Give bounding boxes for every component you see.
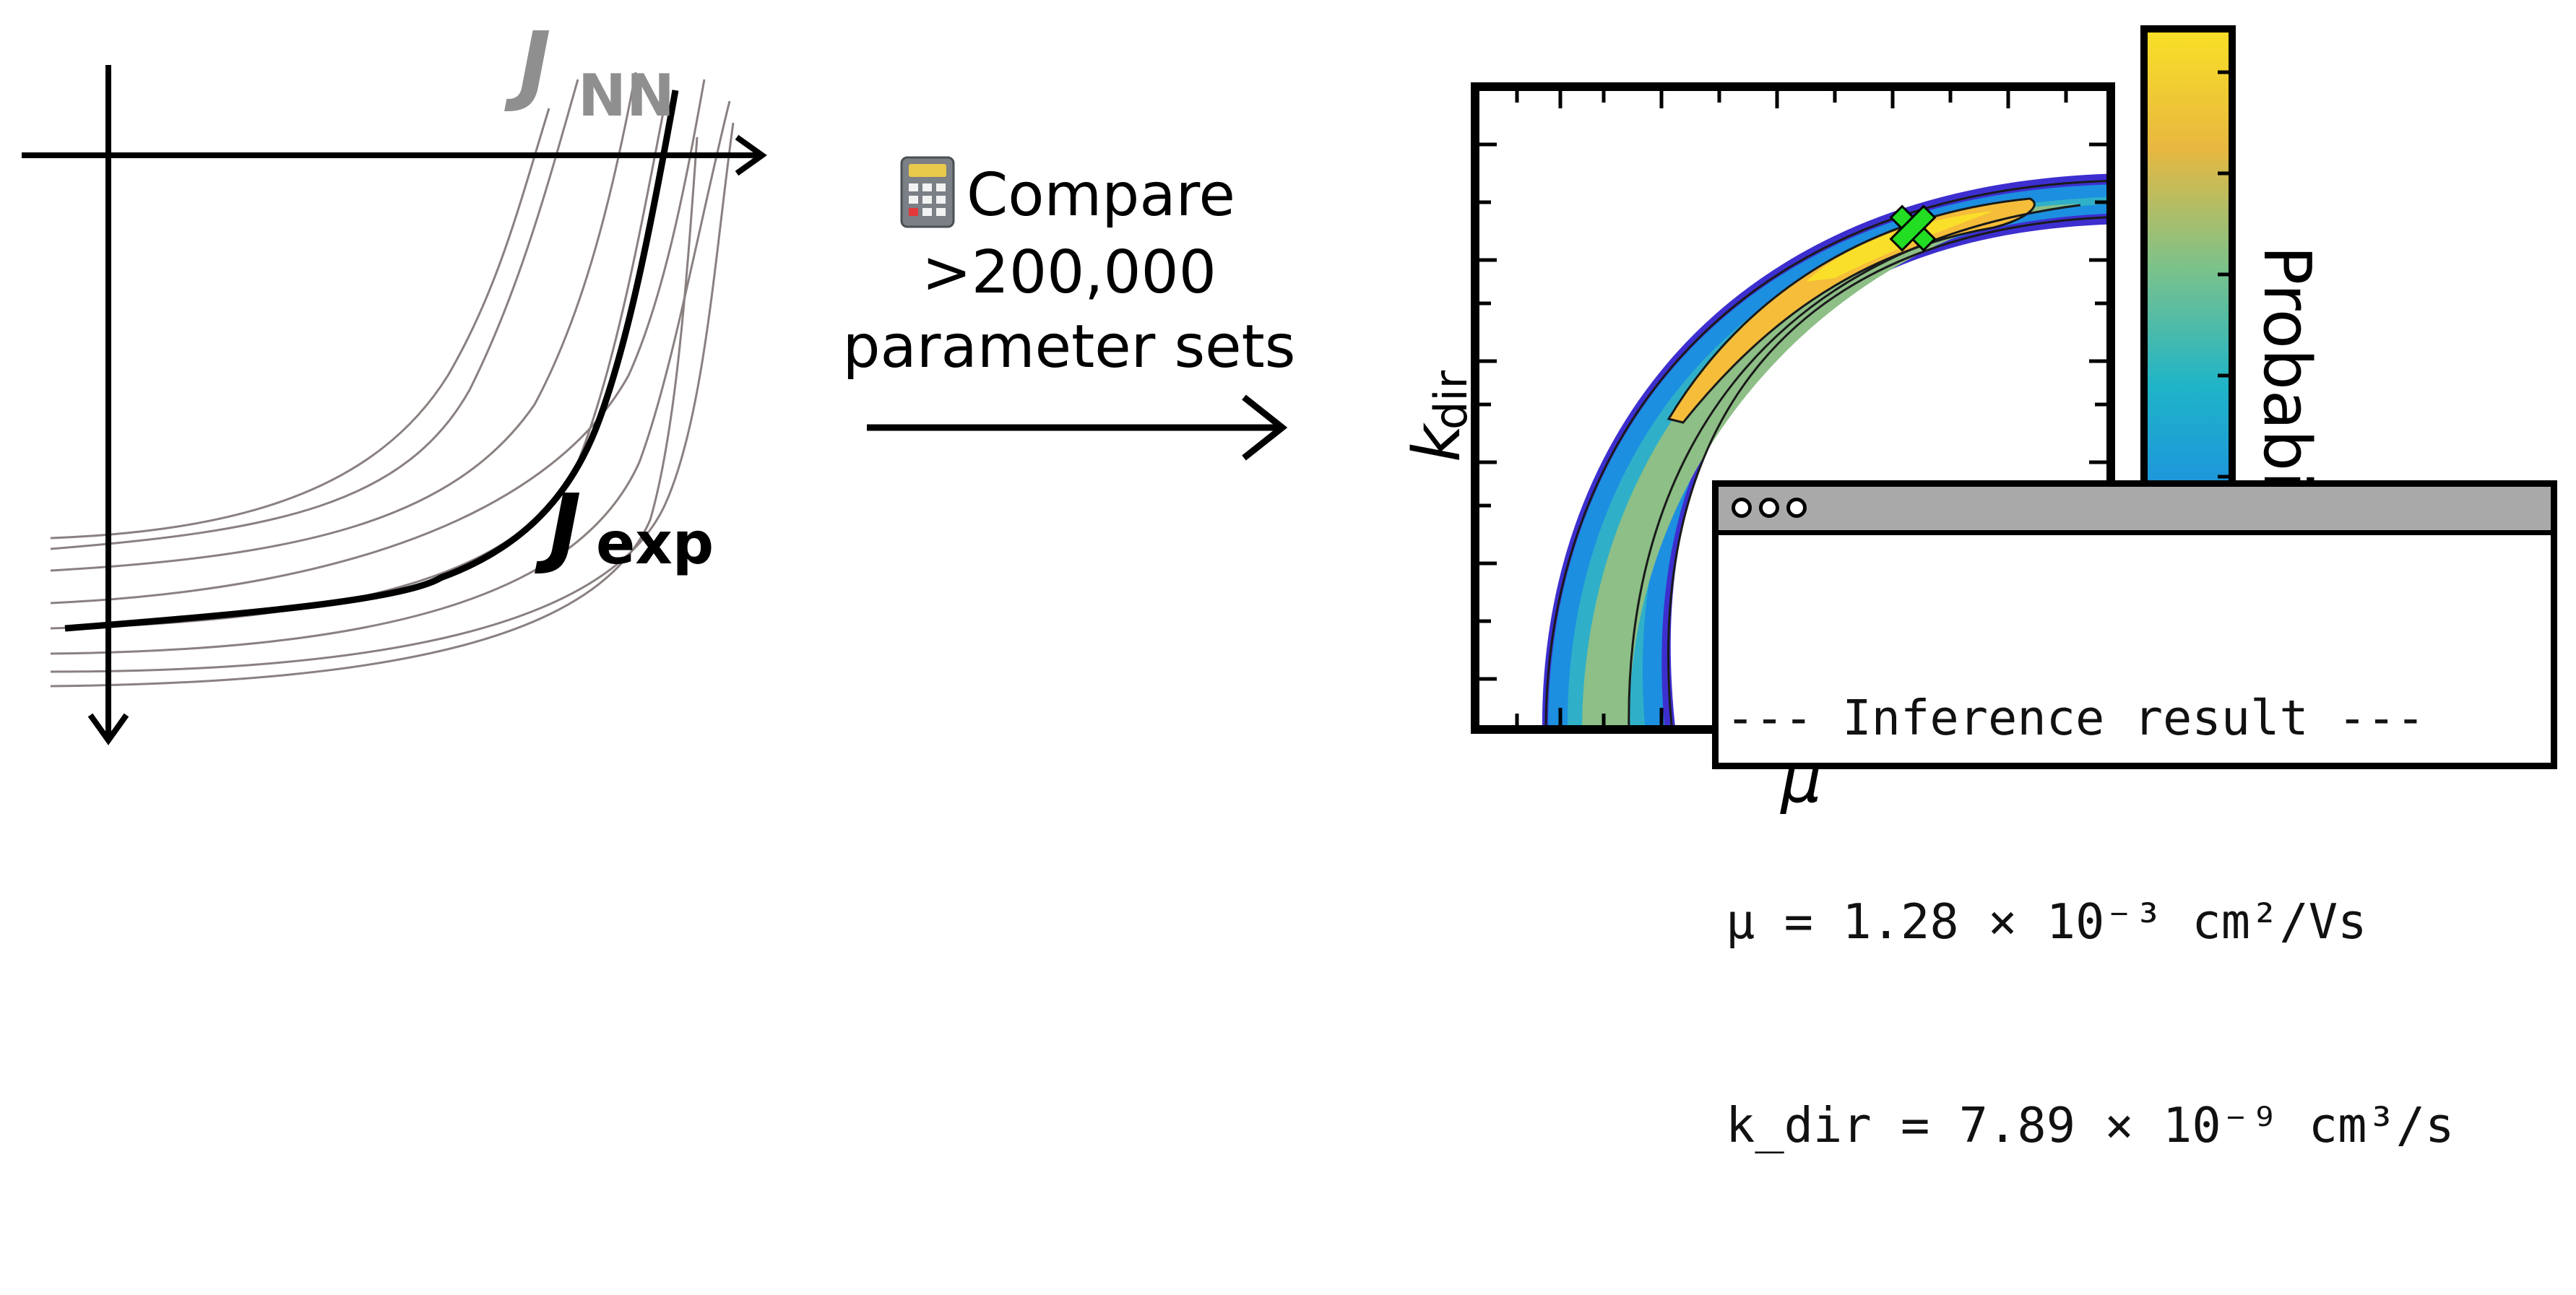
colorbar-ticks [2218, 70, 2232, 479]
compare-step: Compare >200,000 parameter sets [842, 156, 1296, 461]
window-control-dot[interactable] [1786, 498, 1807, 518]
jnn-label-sub: NN [578, 62, 675, 129]
terminal-line-header: --- Inference result --- [1726, 690, 2426, 746]
colorbar [2140, 25, 2236, 509]
window-titlebar [1719, 487, 2551, 535]
candidate-curve [50, 79, 579, 550]
kdir-axis-label-main: k [1399, 422, 1475, 462]
jexp-label-sub: exp [596, 510, 714, 577]
candidate-curve [50, 100, 731, 655]
posterior-contour [1667, 216, 2111, 729]
candidate-curve [50, 72, 637, 572]
jv-sketch: J NN J exp [22, 14, 767, 745]
inference-result-window: --- Inference result --- μ = 1.28 × 10⁻³… [1712, 480, 2557, 1153]
terminal-output: --- Inference result --- μ = 1.28 × 10⁻³… [1719, 535, 2551, 1295]
candidate-curve [50, 122, 735, 673]
window-control-dot[interactable] [1732, 498, 1752, 518]
scene: J NN J exp Compare >200,000 parameter se… [22, 14, 2325, 814]
count-text: >200,000 [922, 238, 1216, 307]
compare-text: Compare [967, 161, 1235, 230]
posterior-contour [1628, 204, 2081, 729]
terminal-line-mu: μ = 1.28 × 10⁻³ cm²/Vs [1726, 893, 2367, 950]
calculator-icon [900, 156, 955, 228]
experimental-curve [64, 90, 679, 632]
kdir-axis-label-sub: dir [1425, 370, 1477, 430]
v-axis-arrowhead [735, 134, 767, 176]
posterior-contour [1544, 180, 2111, 729]
candidate-curve [50, 137, 699, 688]
window-control-dot[interactable] [1759, 498, 1779, 518]
jexp-label-main: J [535, 477, 582, 577]
terminal-line-kdir: k_dir = 7.89 × 10⁻⁹ cm³/s [1726, 1097, 2455, 1153]
flow-arrow-head [1242, 394, 1288, 461]
posterior-ticks [1475, 87, 2111, 729]
best-fit-marker [1889, 204, 1937, 252]
j-axis-arrowhead [87, 713, 129, 745]
jnn-label-main: J [504, 14, 551, 115]
candidate-curve [50, 108, 550, 540]
parameter-sets-text: parameter sets [842, 313, 1295, 381]
